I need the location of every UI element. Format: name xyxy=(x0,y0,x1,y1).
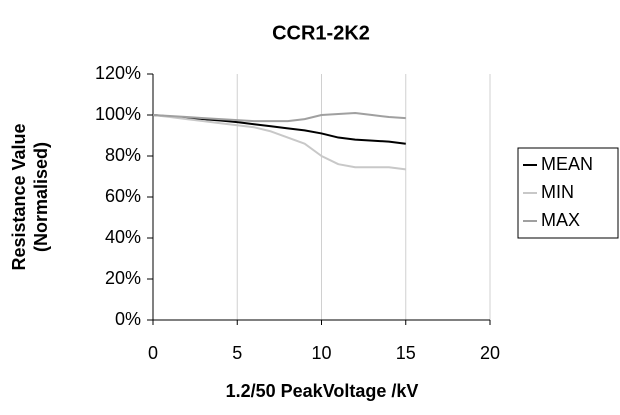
y-tick-label: 0% xyxy=(115,309,141,329)
legend-label: MAX xyxy=(541,210,580,230)
y-axis-label-line: Resistance Value xyxy=(9,123,29,270)
y-tick-label: 40% xyxy=(105,227,141,247)
x-tick-label: 20 xyxy=(480,343,500,363)
y-tick-label: 20% xyxy=(105,268,141,288)
x-tick-label: 10 xyxy=(311,343,331,363)
y-tick-label: 60% xyxy=(105,186,141,206)
y-tick-label: 80% xyxy=(105,145,141,165)
y-axis-label: Resistance Value (Normalised) xyxy=(9,123,51,270)
x-axis-label: 1.2/50 PeakVoltage /kV xyxy=(226,381,419,401)
series-line xyxy=(152,114,406,171)
x-tick-label: 5 xyxy=(232,343,242,363)
chart-title: CCR1-2K2 xyxy=(272,22,370,44)
y-tick-label: 100% xyxy=(95,104,141,124)
y-tick-label: 120% xyxy=(95,63,141,83)
series-line xyxy=(152,111,406,123)
x-tick-label: 0 xyxy=(148,343,158,363)
x-tick-label: 15 xyxy=(396,343,416,363)
y-axis-label-line: (Normalised) xyxy=(31,142,51,252)
legend-label: MIN xyxy=(541,182,574,202)
legend-label: MEAN xyxy=(541,154,593,174)
